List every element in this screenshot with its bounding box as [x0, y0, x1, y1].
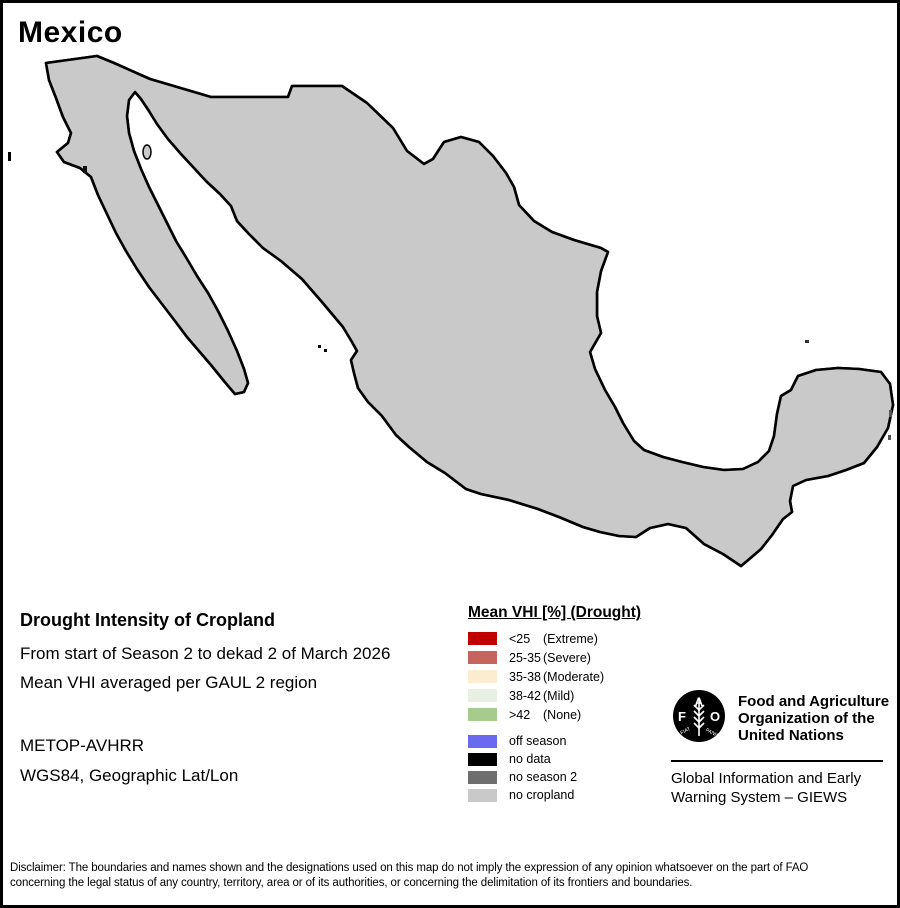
legend-drought-classes: <25 (Extreme) 25-35 (Severe) 35-38 (Moderat…: [468, 629, 683, 724]
legend-row: no season 2: [468, 768, 683, 786]
legend-row: no data: [468, 750, 683, 768]
fao-name: Food and Agriculture Organization of the…: [738, 693, 890, 744]
info-sensor: METOP-AVHRR: [20, 736, 145, 755]
legend-title: Mean VHI [%] (Drought): [468, 604, 642, 621]
legend-swatch-none: [468, 708, 497, 721]
wheat-stalk: [693, 699, 705, 736]
legend-label: no season 2: [509, 770, 578, 784]
legend-label: (Mild): [543, 688, 575, 703]
legend-extra-classes: off season no data no season 2 no cropla…: [468, 732, 683, 804]
legend-swatch-no-season-2: [468, 770, 497, 784]
legend-swatch-extreme: [468, 632, 497, 645]
svg-text:F: F: [678, 709, 686, 724]
fao-branding: F A O FIAT PANIS Food and Agriculture Or…: [671, 688, 890, 807]
legend-range: <25: [509, 631, 531, 646]
legend-swatch-severe: [468, 651, 497, 664]
disclaimer-line2: concerning the legal status of any count…: [10, 876, 693, 889]
legend-row: <25 (Extreme): [468, 629, 683, 648]
disclaimer-line1: Disclaimer: The boundaries and names sho…: [10, 862, 809, 874]
svg-text:O: O: [710, 709, 720, 724]
legend-swatch-moderate: [468, 670, 497, 683]
legend-label: (Moderate): [543, 669, 605, 684]
info-aggregation: Mean VHI averaged per GAUL 2 region: [20, 673, 318, 692]
legend-row: no cropland: [468, 786, 683, 804]
legend-label: (Extreme): [543, 631, 598, 646]
disclaimer: Disclaimer: The boundaries and names sho…: [10, 861, 892, 890]
info-period: From start of Season 2 to dekad 2 of Mar…: [20, 644, 391, 663]
svg-text:FIAT: FIAT: [680, 726, 692, 736]
legend: Mean VHI [%] (Drought) <25 (Extreme) 25-3…: [468, 604, 683, 804]
fao-logo-icon: F A O FIAT PANIS: [673, 690, 725, 742]
fao-divider: [671, 760, 883, 762]
info-projection: WGS84, Geographic Lat/Lon: [20, 766, 239, 785]
legend-range: 35-38: [509, 669, 541, 684]
legend-swatch-no-data: [468, 752, 497, 766]
legend-row: >42 (None): [468, 705, 683, 724]
legend-swatch-off-season: [468, 734, 497, 748]
legend-range: 38-42: [509, 688, 541, 703]
legend-label: no cropland: [509, 788, 575, 802]
legend-range: >42: [509, 707, 531, 722]
info-heading: Drought Intensity of Cropland: [20, 610, 275, 630]
islands: [8, 144, 892, 440]
legend-row: 35-38 (Moderate): [468, 667, 683, 686]
legend-row: off season: [468, 732, 683, 750]
legend-row: 38-42 (Mild): [468, 686, 683, 705]
legend-label: no data: [509, 752, 551, 766]
page-title: Mexico: [18, 16, 123, 49]
legend-swatch-mild: [468, 689, 497, 702]
giews-name: Global Information and Early Warning Sys…: [671, 770, 862, 806]
legend-row: 25-35 (Severe): [468, 648, 683, 667]
legend-label: (Severe): [543, 650, 591, 665]
legend-swatch-no-cropland: [468, 788, 497, 802]
legend-range: 25-35: [509, 650, 541, 665]
legend-label: (None): [543, 707, 582, 722]
legend-label: off season: [509, 734, 567, 748]
